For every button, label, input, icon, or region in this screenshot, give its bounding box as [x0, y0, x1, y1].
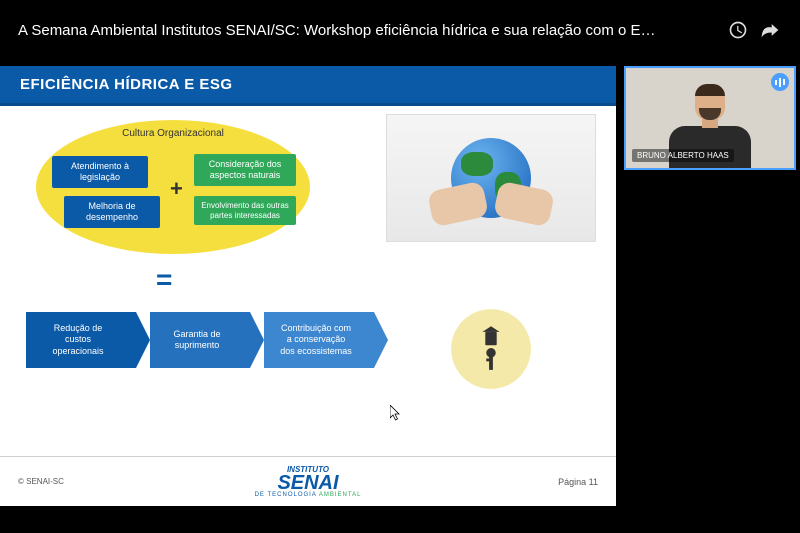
arrow-3: Contribuição com a conservação dos ecoss…	[264, 312, 374, 368]
copyright-text: © SENAI-SC	[18, 477, 64, 486]
oval-box-left-1: Atendimento à legislação	[52, 156, 148, 188]
hands-icon	[426, 178, 556, 222]
brand-main: SENAI	[255, 474, 362, 492]
watch-later-icon[interactable]	[728, 20, 748, 40]
mouse-cursor-icon	[390, 405, 402, 421]
brand-logo: INSTITUTO SENAI DE TECNOLOGIA AMBIENTAL	[255, 465, 362, 498]
oval-box-left-2: Melhoria de desempenho	[64, 196, 160, 228]
webcam-thumbnail[interactable]: BRUNO ALBERTO HAAS	[624, 66, 796, 170]
slide-body: Cultura Organizacional Atendimento à leg…	[0, 106, 616, 456]
arrow-1: Redução de custos operacionais	[26, 312, 136, 368]
share-icon[interactable]	[760, 20, 780, 40]
oval-title: Cultura Organizacional	[122, 128, 224, 139]
video-title: A Semana Ambiental Institutos SENAI/SC: …	[18, 22, 716, 39]
page-number: Página 11	[558, 477, 598, 487]
presentation-slide: EFICIÊNCIA HÍDRICA E ESG Cultura Organiz…	[0, 66, 616, 506]
oval-box-right-1: Consideração dos aspectos naturais	[194, 154, 296, 186]
esg-wheel-image	[396, 254, 586, 444]
presenter-name: BRUNO ALBERTO HAAS	[632, 149, 734, 162]
globe-in-hands-image	[386, 114, 596, 242]
video-title-bar: A Semana Ambiental Institutos SENAI/SC: …	[18, 20, 780, 40]
brand-sub: DE TECNOLOGIA AMBIENTAL	[255, 492, 362, 498]
slide-footer: © SENAI-SC INSTITUTO SENAI DE TECNOLOGIA…	[0, 456, 616, 506]
oval-box-right-2: Envolvimento das outras partes interessa…	[194, 196, 296, 225]
arrow-row: Redução de custos operacionais Garantia …	[26, 312, 374, 368]
plus-symbol: +	[170, 176, 183, 202]
arrow-2: Garantia de suprimento	[150, 312, 250, 368]
slide-header: EFICIÊNCIA HÍDRICA E ESG	[0, 66, 616, 106]
equals-symbol: =	[156, 264, 172, 296]
speaking-indicator-icon	[771, 73, 789, 91]
